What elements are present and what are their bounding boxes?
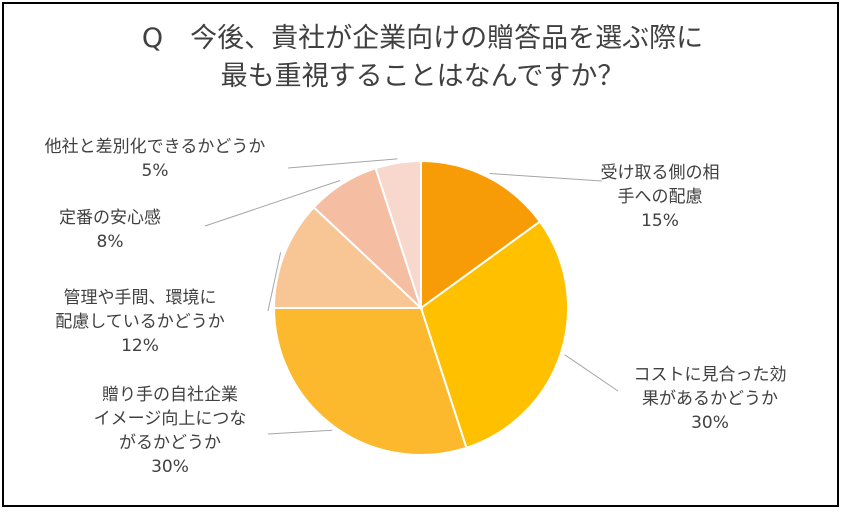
slice-label-2-line-1: コストに見合った効 xyxy=(634,365,787,385)
slice-percent-1: 15% xyxy=(641,211,679,231)
pie-slice-4 xyxy=(272,205,424,309)
slice-percent-3: 30% xyxy=(151,457,189,477)
slice-label-3-line-3: がるかどうか xyxy=(119,433,221,453)
slice-label-3-line-1: 贈り手の自社企業 xyxy=(102,385,238,405)
slice-percent-6: 5% xyxy=(142,161,169,181)
leader-line-1 xyxy=(489,173,603,182)
leader-line-3 xyxy=(267,429,333,435)
slice-label-6-line-1: 他社と差別化できるかどうか xyxy=(45,137,266,157)
slice-label-3-line-2: イメージ向上につな xyxy=(94,409,247,429)
slice-label-4-line-1: 管理や手間、環境に xyxy=(64,288,217,308)
pie-slice-1 xyxy=(420,159,542,310)
chart-title: Q 今後、貴社が企業向けの贈答品を選ぶ際に 最も重視することはなんですか？ xyxy=(0,20,845,96)
chart-title-line-1: Q 今後、貴社が企業向けの贈答品を選ぶ際に xyxy=(141,23,704,54)
leader-line-6 xyxy=(287,158,398,169)
slice-percent-2: 30% xyxy=(691,413,729,433)
slice-percent-5: 8% xyxy=(97,232,124,252)
slice-label-2-line-2: 果があるかどうか xyxy=(642,389,778,409)
slice-label-5-line-1: 定番の安心感 xyxy=(59,208,161,228)
pie-slice-3 xyxy=(272,307,468,456)
leader-line-4 xyxy=(267,252,282,312)
chart-title-line-2: 最も重視することはなんですか？ xyxy=(220,61,625,92)
leader-line-5 xyxy=(204,180,341,227)
slice-percent-4: 12% xyxy=(121,336,159,356)
slice-label-1-line-2: 手への配慮 xyxy=(618,187,703,207)
pie-slice-2 xyxy=(419,220,569,450)
slice-label-1-line-1: 受け取る側の相 xyxy=(601,163,720,183)
leader-line-2 xyxy=(564,354,619,392)
slice-label-4-line-2: 配慮しているかどうか xyxy=(55,312,225,332)
pie-slice-6 xyxy=(374,159,422,309)
